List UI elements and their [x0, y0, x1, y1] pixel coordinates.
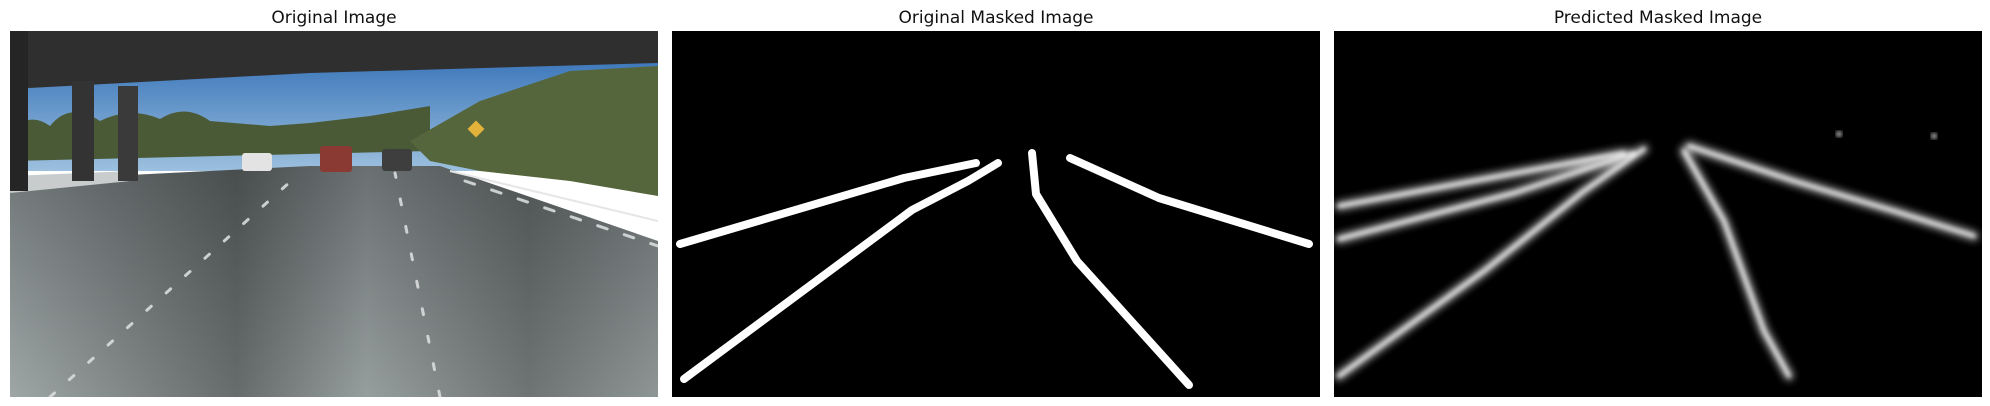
- title-predicted-masked-image: Predicted Masked Image: [1553, 8, 1763, 28]
- lane-line-1: [676, 159, 980, 248]
- original-masked-image: [672, 31, 1320, 397]
- overpass-pillar-left: [72, 81, 94, 181]
- embankment: [410, 66, 658, 196]
- original-image: [10, 31, 658, 397]
- predicted-lane-mask: [1334, 31, 1982, 397]
- title-original-image: Original Image: [271, 8, 397, 28]
- overpass-pillar-right: [118, 86, 138, 181]
- road-photo: [10, 31, 658, 397]
- lane-line-2: [680, 159, 1002, 383]
- ground-truth-lane-mask: [672, 31, 1320, 397]
- lane-line-4: [1066, 154, 1313, 248]
- car-dark: [382, 149, 412, 171]
- car-red: [320, 146, 352, 172]
- title-original-masked-image: Original Masked Image: [898, 8, 1094, 28]
- car-white: [242, 153, 272, 171]
- lane-line-3: [1028, 149, 1193, 389]
- overpass: [10, 31, 658, 89]
- predicted-masked-image: [1334, 31, 1982, 397]
- barrier: [10, 171, 130, 193]
